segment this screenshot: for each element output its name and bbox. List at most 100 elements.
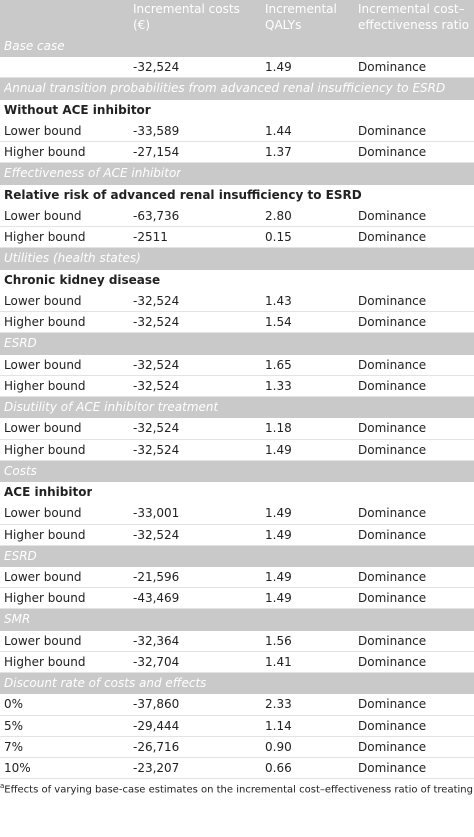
cell-icer: Dominance [358,591,427,606]
cell-qaly: 1.49 [265,570,292,584]
column-header: effectiveness ratio [358,18,470,32]
cell-icer: Dominance [358,761,427,776]
header-row: Incremental costs (€) Incremental QALYs Incr… [0,0,474,36]
cell-label: Higher bound [4,654,86,669]
data-row: Higher bound -27,154 1.37 Dominance [0,142,474,164]
cell-icer: Dominance [358,506,427,521]
data-row: Lower bound -32,524 1.43 Dominance [0,290,474,313]
section-title: ESRD [4,548,37,563]
section-row: Annual transition probabilities from adv… [0,78,474,100]
data-row: Higher bound -2511 0.15 Dominance [0,227,474,249]
cell-cost: -26,716 [133,739,180,754]
cell-label: Higher bound [4,230,86,245]
footnote-text: Effects of varying base-case estimates o… [4,784,474,796]
section-row: Discount rate of costs and effects [0,673,474,695]
cell-icer: Dominance [358,633,427,648]
cell-qaly: 1.49 [265,506,292,521]
section-title: Disutility of ACE inhibitor treatment [4,400,219,415]
cell-icer: Dominance [358,145,427,160]
data-row: Higher bound -32,524 1.54 Dominance [0,312,474,334]
section-row: Disutility of ACE inhibitor treatment [0,397,474,419]
cell-qaly: 2.33 [265,697,292,712]
cell-icer: Dominance [358,570,427,584]
cell-icer: Dominance [358,421,427,436]
cell-icer: Dominance [358,654,427,669]
cell-qaly: 1.54 [265,315,292,330]
data-row: Higher bound -32,524 1.49 Dominance [0,439,474,461]
section-row: Base case [0,36,474,58]
cell-cost: -32,524 [133,315,180,330]
cell-cost: -33,001 [133,506,180,521]
cell-icer: Dominance [358,378,427,393]
cell-label: Lower bound [4,506,82,521]
cell-qaly: 1.49 [265,442,292,457]
cell-icer: Dominance [358,230,427,245]
cell-cost: -43,469 [133,591,180,606]
cell-icer: Dominance [358,718,427,733]
cell-qaly: 0.90 [265,739,292,754]
cell-qaly: 1.49 [265,60,292,75]
cell-label: Higher bound [4,378,86,393]
section-title: SMR [4,612,31,627]
cell-label: Lower bound [4,421,82,436]
section-row: ESRD [0,333,474,355]
cell-cost: -63,736 [133,208,180,223]
cell-qaly: 1.14 [265,718,292,733]
cell-label: Lower bound [4,570,82,584]
cell-qaly: 1.33 [265,378,292,393]
section-row: Utilities (health states) [0,248,474,270]
section-row: ESRD [0,545,474,567]
cell-cost: -21,596 [133,570,180,584]
cell-qaly: 1.41 [265,654,292,669]
cell-label: Lower bound [4,633,82,648]
subheading-row: Relative risk of advanced renal insuffic… [0,184,474,206]
section-row: SMR [0,609,474,631]
cell-qaly: 1.49 [265,527,292,542]
cell-label: Lower bound [4,293,82,308]
cell-label: 0% [4,697,24,712]
data-row: 10% -23,207 0.66 Dominance [0,758,474,780]
column-header: (€) [133,18,150,32]
cell-icer: Dominance [358,293,427,308]
cell-icer: Dominance [358,697,427,712]
cell-label: Higher bound [4,527,86,542]
cell-icer: Dominance [358,315,427,330]
cell-cost: -27,154 [133,145,180,160]
cell-qaly: 1.49 [265,591,292,606]
section-title: Discount rate of costs and effects [4,676,207,691]
data-row: Higher bound -32,704 1.41 Dominance [0,651,474,674]
cell-cost: -37,860 [133,697,180,712]
cell-cost: -23,207 [133,761,180,776]
cell-qaly: 0.66 [265,761,292,776]
cell-icer: Dominance [358,442,427,457]
data-row: Higher bound -32,524 1.33 Dominance [0,375,474,398]
section-title: ESRD [4,336,37,351]
column-header: Incremental cost– [358,2,465,16]
data-row: Higher bound -43,469 1.49 Dominance [0,588,474,610]
data-row: Lower bound -32,524 1.18 Dominance [0,418,474,440]
section-title: Effectiveness of ACE inhibitor [4,166,182,181]
data-row: Lower bound -33,589 1.44 Dominance [0,120,474,143]
subheading: ACE inhibitor [4,485,93,500]
cell-label: Higher bound [4,145,86,160]
column-header: Incremental costs [133,2,240,16]
data-row: Lower bound -32,364 1.56 Dominance [0,630,474,652]
cell-label: 10% [4,761,31,776]
section-title: Annual transition probabilities from adv… [4,81,446,96]
data-row: 0% -37,860 2.33 Dominance [0,694,474,716]
data-row: -32,524 1.49 Dominance [0,57,474,79]
cell-cost: -32,524 [133,60,180,75]
cell-label: Lower bound [4,123,82,138]
section-row: Costs [0,460,474,483]
cell-qaly: 1.37 [265,145,292,160]
footnote: aEffects of varying base-case estimates … [0,779,474,837]
cell-cost: -32,524 [133,442,180,457]
cell-qaly: 2.80 [265,208,292,223]
data-row: 5% -29,444 1.14 Dominance [0,715,474,737]
cell-qaly: 1.56 [265,633,292,648]
column-header: Incremental [265,2,337,16]
cell-icer: Dominance [358,527,427,542]
data-row: 7% -26,716 0.90 Dominance [0,736,474,759]
cell-qaly: 1.65 [265,357,292,372]
